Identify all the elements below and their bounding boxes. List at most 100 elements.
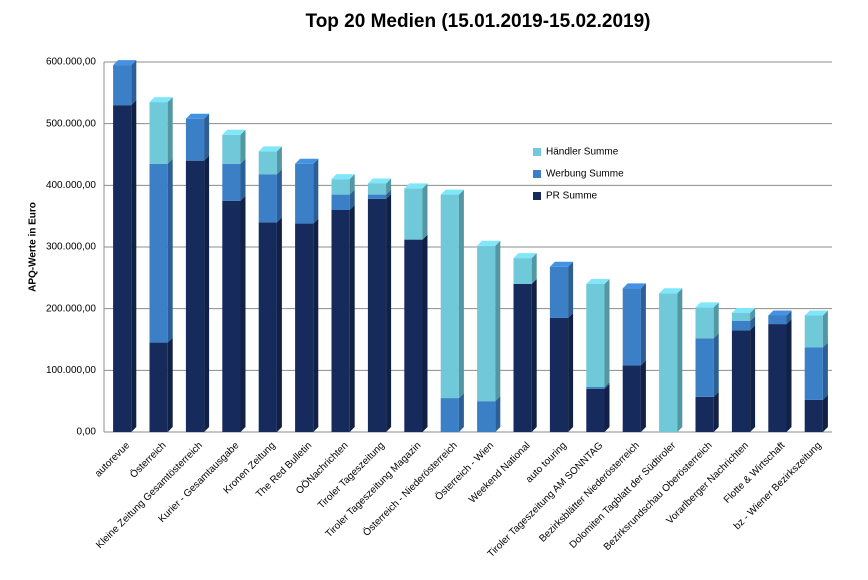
- bar-side: [750, 316, 756, 331]
- bar-top: [513, 253, 537, 259]
- y-tick-label: 100.000,00: [46, 365, 96, 376]
- bar-segment: [258, 222, 277, 432]
- bar-segment: [367, 183, 387, 195]
- bar-segment: [586, 386, 605, 389]
- bar-top: [731, 307, 756, 313]
- bar-segment: [185, 160, 205, 432]
- bar-side: [604, 279, 610, 387]
- bar-segment: [185, 118, 205, 161]
- bar-segment: [404, 188, 423, 240]
- bar-segment: [331, 179, 350, 195]
- bar-segment: [586, 284, 605, 387]
- bar-side: [349, 174, 355, 195]
- bar-side: [240, 158, 246, 201]
- y-tick-label: 500.000,00: [46, 118, 96, 129]
- bar-segment: [404, 239, 423, 432]
- bar-side: [386, 178, 392, 195]
- bar-side: [386, 193, 392, 432]
- bar-top: [695, 302, 719, 308]
- bar-side: [422, 183, 428, 240]
- x-tick-label: Weekend National: [467, 440, 532, 505]
- bar-top: [586, 279, 610, 284]
- bar-segment: [222, 134, 241, 164]
- bar-side: [495, 396, 501, 432]
- bar-side: [531, 279, 537, 432]
- bar-segment: [731, 330, 751, 432]
- bar-side: [422, 234, 428, 432]
- bar-segment: [440, 398, 459, 432]
- legend-swatch: [533, 170, 541, 178]
- bar-segment: [513, 284, 532, 432]
- bar-segment: [695, 338, 714, 397]
- bar-segment: [440, 194, 459, 399]
- bar-segment: [477, 245, 496, 402]
- bar-top: [295, 158, 319, 164]
- y-tick-label: 0,00: [77, 427, 97, 438]
- bar-side: [713, 333, 719, 397]
- bar-side: [458, 393, 464, 432]
- bar-segment: [549, 317, 569, 432]
- bar-side: [240, 195, 246, 432]
- bar-segment: [549, 266, 569, 318]
- bar-top: [185, 113, 210, 119]
- bar-top: [440, 189, 464, 195]
- bar-segment: [513, 258, 532, 284]
- y-tick-label: 600.000,00: [46, 57, 96, 68]
- bar-side: [822, 342, 828, 400]
- bar-side: [677, 288, 683, 432]
- bar-side: [713, 302, 719, 339]
- bar-side: [276, 217, 282, 432]
- bar-top: [804, 310, 828, 316]
- y-tick-label: 200.000,00: [46, 303, 96, 314]
- bar-top: [477, 240, 501, 246]
- bar-side: [713, 391, 719, 432]
- bar-segment: [622, 288, 641, 366]
- bar-top: [367, 178, 392, 184]
- bar-top: [258, 146, 282, 152]
- bar-segment: [222, 200, 241, 432]
- bar-side: [276, 146, 282, 175]
- bar-segment: [222, 163, 241, 201]
- bar-segment: [295, 163, 314, 224]
- bar-segment: [258, 151, 277, 175]
- bar-side: [750, 307, 756, 321]
- bar-segment: [804, 347, 823, 400]
- bar-segment: [295, 223, 314, 432]
- bar-segment: [149, 102, 168, 164]
- bar-side: [750, 325, 756, 432]
- bar-segment: [258, 174, 277, 223]
- bar-side: [167, 97, 173, 164]
- bar-side: [568, 312, 574, 432]
- bar-side: [604, 383, 610, 432]
- bar-side: [386, 189, 392, 199]
- bar-side: [604, 381, 610, 389]
- bar-side: [531, 253, 537, 284]
- bar-segment: [331, 194, 350, 210]
- bar-side: [131, 100, 137, 433]
- bar-side: [167, 158, 173, 343]
- bar-side: [131, 60, 137, 106]
- y-tick-label: 400.000,00: [46, 180, 96, 191]
- bar-segment: [113, 105, 132, 433]
- chart-title: Top 20 Medien (15.01.2019-15.02.2019): [306, 11, 651, 32]
- bar-side: [204, 113, 210, 161]
- bar-side: [458, 189, 464, 399]
- bar-segment: [113, 65, 132, 106]
- bar-segment: [149, 342, 168, 432]
- bar-top: [404, 183, 428, 189]
- legend-label: Händler Summe: [546, 147, 619, 158]
- bar-top: [622, 283, 646, 289]
- bar-segment: [367, 198, 387, 432]
- bar-segment: [695, 307, 714, 339]
- bar-side: [349, 189, 355, 210]
- y-axis-title: APQ-Werte in Euro: [28, 202, 39, 292]
- bar-top: [768, 310, 792, 316]
- bar-segment: [477, 401, 496, 432]
- bar-side: [822, 394, 828, 432]
- bar-side: [240, 129, 246, 164]
- bar-top: [659, 288, 683, 294]
- bar-segment: [731, 312, 751, 321]
- legend-label: PR Summe: [546, 191, 598, 202]
- x-tick-label: Flotte & Wirtschaft: [722, 440, 788, 506]
- bar-top: [149, 97, 173, 103]
